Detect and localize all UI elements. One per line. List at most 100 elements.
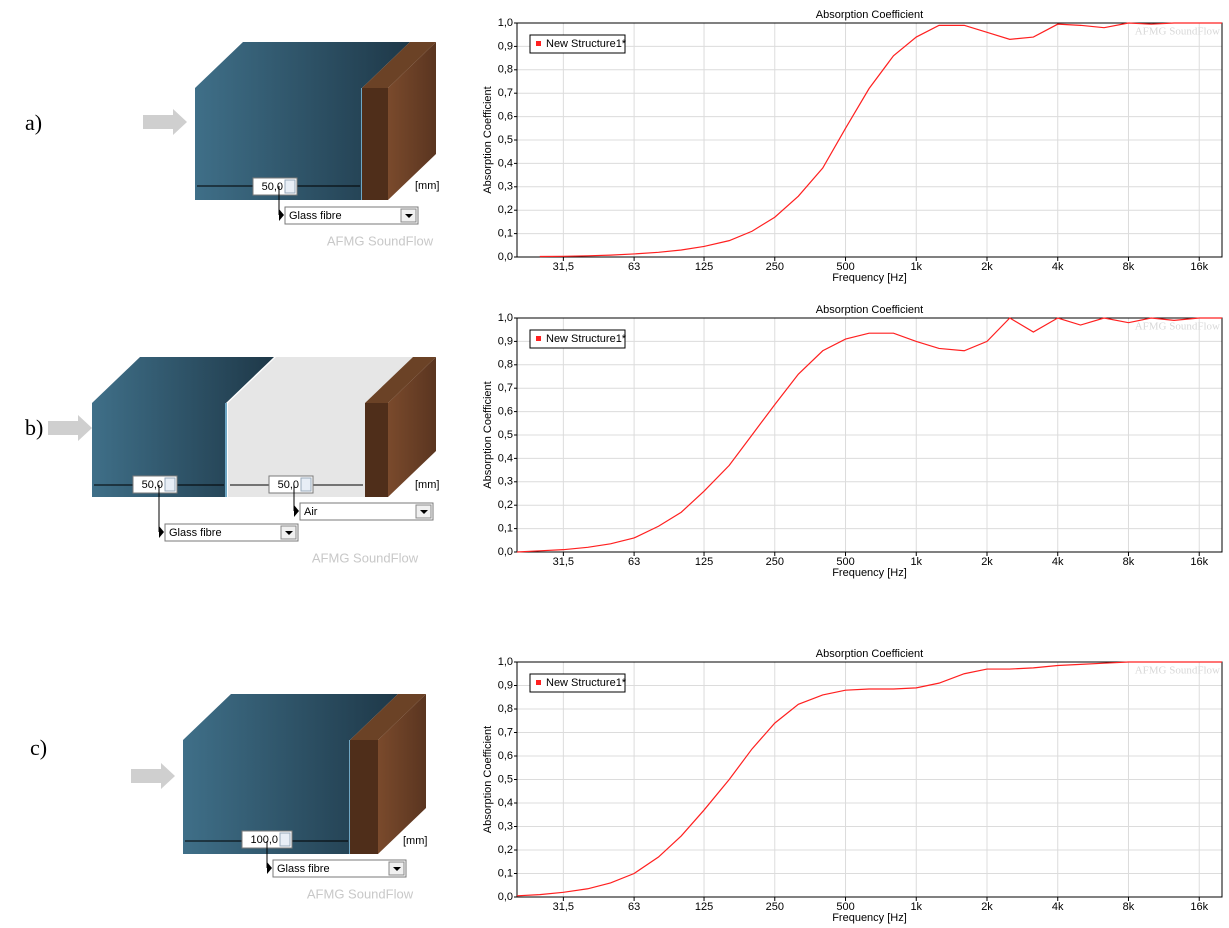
x-tick-label: 250 — [766, 556, 784, 568]
x-tick-label: 1k — [910, 556, 922, 568]
y-axis-title: Absorption Coefficient — [482, 381, 494, 488]
chart-watermark: AFMG SoundFlow — [1135, 665, 1220, 677]
wall-front — [350, 740, 378, 854]
y-tick-label: 0,4 — [498, 797, 513, 809]
y-tick-label: 0,1 — [498, 867, 513, 879]
incident-arrow — [48, 415, 92, 441]
layer-marker — [279, 209, 284, 221]
y-tick-label: 0,2 — [498, 204, 513, 216]
chart-watermark: AFMG SoundFlow — [1135, 321, 1220, 333]
legend-label: New Structure1* — [546, 677, 627, 689]
watermark: AFMG SoundFlow — [307, 886, 414, 901]
x-tick-label: 125 — [695, 901, 713, 913]
thickness-value: 50,0 — [142, 479, 163, 491]
thickness-value: 50,0 — [262, 181, 283, 193]
layer-marker — [267, 862, 272, 874]
panel-label: c) — [30, 735, 47, 760]
unit-label: [mm] — [415, 479, 439, 491]
y-tick-label: 0,5 — [498, 134, 513, 146]
unit-label: [mm] — [403, 835, 427, 847]
material-name: Glass fibre — [169, 527, 222, 539]
x-tick-label: 16k — [1190, 901, 1208, 913]
x-tick-label: 4k — [1052, 261, 1064, 273]
material-name: Glass fibre — [277, 863, 330, 875]
spinner — [165, 478, 175, 491]
watermark: AFMG SoundFlow — [327, 233, 434, 248]
wall-front — [362, 88, 388, 200]
y-tick-label: 0,4 — [498, 452, 513, 464]
y-tick-label: 0,9 — [498, 679, 513, 691]
y-tick-label: 0,6 — [498, 111, 513, 123]
legend-label: New Structure1* — [546, 333, 627, 345]
chart-title: Absorption Coefficient — [816, 648, 923, 660]
figure: a) 50,0 Glass fibre [mm] AFMG SoundFlow b) 50,… — [0, 0, 1229, 928]
y-tick-label: 0,9 — [498, 335, 513, 347]
x-tick-label: 1k — [910, 901, 922, 913]
x-tick-label: 125 — [695, 556, 713, 568]
y-tick-label: 0,7 — [498, 726, 513, 738]
x-tick-label: 31,5 — [553, 261, 574, 273]
x-tick-label: 31,5 — [553, 901, 574, 913]
x-tick-label: 16k — [1190, 556, 1208, 568]
incident-arrow — [131, 763, 175, 789]
thickness-value: 100,0 — [250, 834, 278, 846]
chart-title: Absorption Coefficient — [816, 9, 923, 21]
y-tick-label: 0,6 — [498, 750, 513, 762]
x-axis-title: Frequency [Hz] — [832, 567, 907, 579]
x-tick-label: 63 — [628, 901, 640, 913]
x-tick-label: 2k — [981, 901, 993, 913]
spinner — [301, 478, 311, 491]
x-tick-label: 250 — [766, 901, 784, 913]
y-tick-label: 0,7 — [498, 87, 513, 99]
x-tick-label: 63 — [628, 261, 640, 273]
y-tick-label: 1,0 — [498, 17, 513, 29]
legend-label: New Structure1* — [546, 38, 627, 50]
panel-label: a) — [25, 110, 42, 135]
y-tick-label: 0,9 — [498, 40, 513, 52]
material-name: Air — [304, 506, 318, 518]
spinner — [285, 180, 295, 193]
y-tick-label: 0,8 — [498, 703, 513, 715]
x-tick-label: 8k — [1123, 261, 1135, 273]
x-tick-label: 2k — [981, 261, 993, 273]
x-tick-label: 250 — [766, 261, 784, 273]
panel-label: b) — [25, 415, 43, 440]
x-tick-label: 31,5 — [553, 556, 574, 568]
y-tick-label: 0,4 — [498, 157, 513, 169]
material-name: Glass fibre — [289, 210, 342, 222]
chart-watermark: AFMG SoundFlow — [1135, 26, 1220, 38]
unit-label: [mm] — [415, 180, 439, 192]
y-tick-label: 0,5 — [498, 429, 513, 441]
legend-swatch — [536, 336, 541, 341]
y-tick-label: 0,1 — [498, 228, 513, 240]
legend-swatch — [536, 41, 541, 46]
x-tick-label: 125 — [695, 261, 713, 273]
y-tick-label: 0,3 — [498, 476, 513, 488]
watermark: AFMG SoundFlow — [312, 550, 419, 565]
material-dropdown — [300, 503, 433, 520]
y-tick-label: 0,5 — [498, 773, 513, 785]
x-tick-label: 63 — [628, 556, 640, 568]
y-tick-label: 1,0 — [498, 656, 513, 668]
layer-marker — [159, 526, 164, 538]
y-axis-title: Absorption Coefficient — [482, 86, 494, 193]
x-axis-title: Frequency [Hz] — [832, 912, 907, 924]
spinner — [280, 833, 290, 846]
y-tick-label: 0,0 — [498, 546, 513, 558]
x-tick-label: 4k — [1052, 901, 1064, 913]
y-tick-label: 0,6 — [498, 406, 513, 418]
y-tick-label: 0,0 — [498, 251, 513, 263]
x-tick-label: 4k — [1052, 556, 1064, 568]
y-tick-label: 0,3 — [498, 181, 513, 193]
x-tick-label: 16k — [1190, 261, 1208, 273]
y-tick-label: 1,0 — [498, 312, 513, 324]
x-tick-label: 8k — [1123, 556, 1135, 568]
legend-swatch — [536, 680, 541, 685]
x-tick-label: 2k — [981, 556, 993, 568]
x-axis-title: Frequency [Hz] — [832, 272, 907, 284]
y-axis-title: Absorption Coefficient — [482, 726, 494, 833]
y-tick-label: 0,2 — [498, 844, 513, 856]
thickness-value: 50,0 — [278, 479, 299, 491]
incident-arrow — [143, 109, 187, 135]
y-tick-label: 0,2 — [498, 499, 513, 511]
